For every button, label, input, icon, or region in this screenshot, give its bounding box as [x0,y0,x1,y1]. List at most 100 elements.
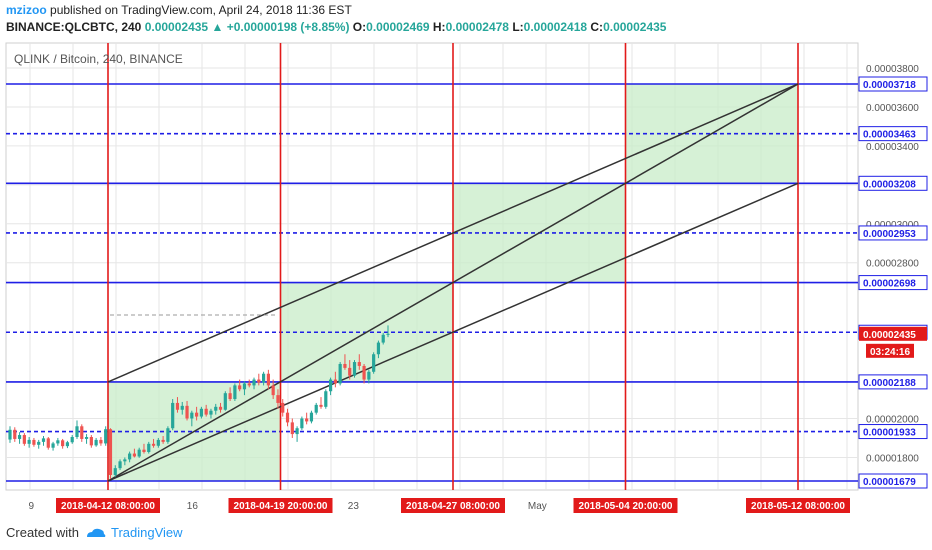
time-tag [56,498,160,513]
candle-body [123,459,127,462]
level-price-label: 0.00002188 [863,378,916,389]
time-tag-label: 2018-04-27 08:00:00 [406,501,500,512]
candle-body [223,393,227,410]
candle-body [367,371,371,380]
level-price-tag [858,424,928,440]
candle-body [285,412,290,423]
publish-info: mzizoo published on TradingView.com, Apr… [6,3,352,17]
candle-body [271,385,275,396]
candle-body [22,435,26,444]
footer: Created with TradingView [6,525,183,540]
level-price-tag [858,225,928,241]
y-tick-label: 0.00003800 [866,64,919,75]
candle-body [314,404,318,413]
last-price-label: 0.00002435 [863,330,916,341]
close-value: 0.00002435 [603,20,667,34]
candle-body [41,438,46,442]
author-name[interactable]: mzizoo [6,3,47,17]
time-tag-label: 2018-04-19 20:00:00 [234,501,328,512]
candle-body [300,418,304,429]
candle-body [94,439,98,446]
level-price-tag [858,275,928,291]
channel-line [107,182,799,482]
last-price: 0.00002435 [144,20,209,34]
level-price-label: 0.00002953 [863,229,916,240]
candle-body [276,395,280,403]
low-label: L: [512,20,524,34]
candle-body [161,439,165,442]
candle-body [195,412,199,417]
x-tick-label: 16 [187,501,199,512]
candle-body [27,439,31,444]
countdown-tag [866,343,914,358]
published-text: published on TradingView.com, April 24, … [50,3,352,17]
y-tick-label: 0.00002800 [866,259,919,270]
candle-body [199,408,203,417]
candle-body [333,379,337,384]
candle-body [295,428,299,435]
candle-body [8,429,12,440]
candle-body [261,373,266,383]
candle-body [252,379,256,386]
horizontal-levels [6,83,858,482]
candle-body [137,449,141,457]
level-price-tag [858,126,928,142]
candle-body [386,333,390,335]
created-with-text: Created with [6,525,79,540]
candle-body [257,379,261,383]
low-value: 0.00002418 [523,20,588,34]
candle-body [46,438,50,448]
candlesticks [8,325,390,479]
candle-body [118,461,122,469]
candle-body [89,436,93,446]
level-price-tag [858,374,928,390]
candle-body [242,383,247,390]
price-chart[interactable]: 0.000038000.000036000.000034000.00003200… [0,0,932,520]
candle-body [290,422,294,435]
candle-body [113,468,117,475]
symbol-label: BINANCE:QLCBTC, 240 [6,20,142,34]
time-tag [228,498,333,513]
chart-legend: QLINK / Bitcoin, 240, BINANCE [14,52,183,66]
candle-body [348,367,352,376]
candle-body [128,453,132,460]
candle-body [214,406,218,411]
countdown-label: 03:24:16 [870,347,910,358]
candle-body [247,383,251,386]
candle-body [180,405,184,410]
candle-body [65,442,70,447]
candle-body [305,418,309,422]
candle-body [132,453,137,457]
candle-body [156,439,160,446]
open-label: O: [352,20,367,34]
brand-name: TradingView [110,525,183,540]
candle-body [108,429,113,475]
candle-body [309,412,314,422]
time-tag-label: 2018-04-12 08:00:00 [61,501,155,512]
high-label: H: [432,20,446,34]
y-tick-label: 0.00003600 [866,103,919,114]
y-tick-label: 0.00003000 [866,220,919,231]
tradingview-logo[interactable]: TradingView [85,525,183,540]
vertical-time-lines [107,43,799,490]
last-price-tag [859,326,927,341]
level-price-label: 0.00001679 [863,477,916,488]
y-tick-label: 0.00003400 [866,142,919,153]
time-tag-label: 2018-05-12 08:00:00 [751,501,845,512]
candle-body [209,410,213,415]
y-tick-label: 0.00002000 [866,415,919,426]
close-label: C: [590,20,604,34]
x-tick-label: May [528,501,547,512]
candle-body [324,391,328,407]
candle-body [151,443,156,446]
candle-body [338,363,342,384]
candle-body [84,436,89,439]
candle-body [266,373,270,386]
axes: 0.000038000.000036000.000034000.00003200… [29,64,928,513]
candle-body [99,439,103,444]
candle-body [328,379,333,392]
level-price-label: 0.00003718 [863,80,916,91]
candle-body [175,402,180,410]
candle-body [376,342,381,355]
level-price-label: 0.00003208 [863,179,916,190]
